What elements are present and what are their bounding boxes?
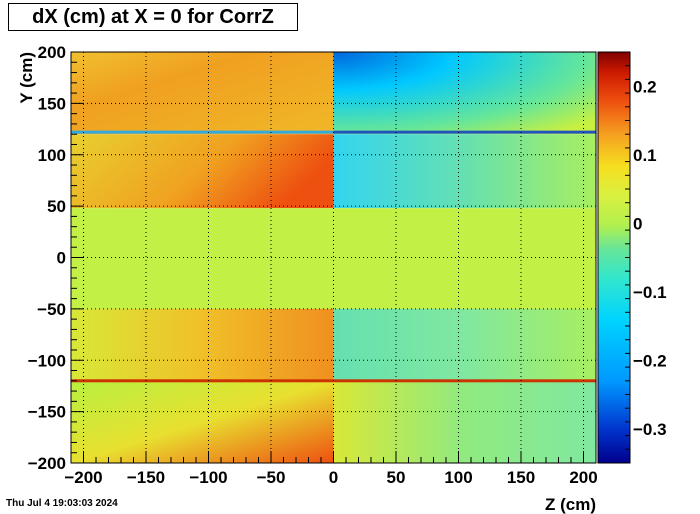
heatmap-region [71, 52, 334, 135]
timestamp: Thu Jul 4 19:03:03 2024 [6, 498, 118, 509]
x-tick-label: −100 [189, 468, 227, 487]
z-tick-label: 0.1 [633, 146, 657, 165]
heatmap-stripe [333, 130, 596, 134]
x-tick-label: −150 [127, 468, 165, 487]
z-tick-label: −0.3 [633, 420, 667, 439]
z-tick-label: −0.1 [633, 283, 667, 302]
heatmap-region [71, 308, 334, 381]
y-tick-label: 0 [57, 249, 66, 268]
y-tick-label: 150 [38, 94, 66, 113]
heatmap-region [333, 134, 596, 209]
x-tick-label: 150 [507, 468, 535, 487]
x-tick-label: 100 [444, 468, 472, 487]
heatmap-region [333, 380, 596, 463]
heatmap-region [71, 208, 596, 309]
y-tick-label: −100 [28, 351, 66, 370]
x-tick-label: 0 [329, 468, 338, 487]
x-tick-label: 50 [387, 468, 406, 487]
x-tick-label: 200 [569, 468, 597, 487]
y-axis: −200 −150 −100 −50 0 50 100 150 200 [28, 43, 83, 473]
heatmap-region [71, 380, 334, 463]
y-tick-label: 200 [38, 43, 66, 62]
z-tick-label: 0.2 [633, 77, 657, 96]
y-tick-label: −150 [28, 403, 66, 422]
heatmap-region [333, 308, 596, 381]
y-tick-label: 100 [38, 146, 66, 165]
grid-lines [71, 51, 596, 464]
color-scale-bar [597, 51, 631, 464]
y-tick-label: 50 [47, 197, 66, 216]
heatmap-region [333, 52, 596, 135]
color-scale-axis: −0.3 −0.2 −0.1 0 0.1 0.2 [625, 51, 667, 464]
y-tick-label: −200 [28, 454, 66, 473]
chart-title: dX (cm) at X = 0 for CorrZ [8, 3, 298, 31]
z-tick-label: 0 [633, 214, 642, 233]
heatmap-region [71, 134, 334, 209]
x-axis-label: Z (cm) [545, 495, 596, 514]
y-axis-label: Y (cm) [17, 52, 36, 104]
y-tick-label: −50 [37, 300, 66, 319]
z-tick-label: −0.2 [633, 351, 667, 370]
heatmap-stripe [71, 130, 334, 134]
x-axis: −200 −150 −100 −50 0 50 100 150 200 [64, 451, 598, 487]
heatmap-cells [71, 52, 596, 463]
x-tick-label: −200 [64, 468, 102, 487]
x-tick-label: −50 [257, 468, 286, 487]
